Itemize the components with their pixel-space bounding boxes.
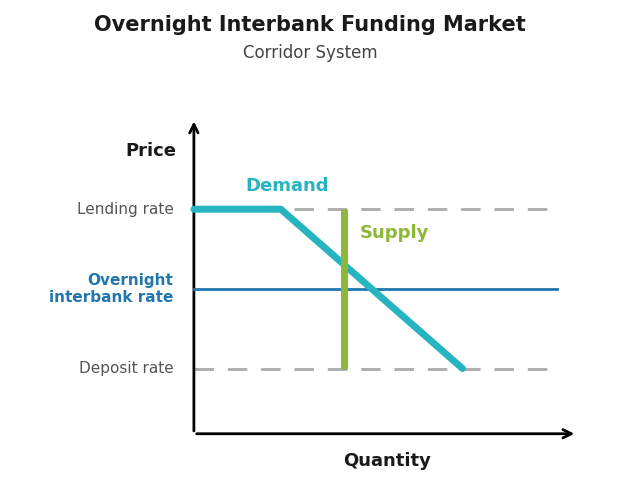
Text: Demand: Demand <box>246 177 329 195</box>
Text: Deposit rate: Deposit rate <box>79 361 174 376</box>
Text: Overnight
interbank rate: Overnight interbank rate <box>49 273 174 305</box>
Text: Quantity: Quantity <box>343 452 432 470</box>
Text: Supply: Supply <box>360 224 429 242</box>
Text: Price: Price <box>126 142 177 160</box>
Text: Overnight Interbank Funding Market: Overnight Interbank Funding Market <box>94 15 526 35</box>
Text: Lending rate: Lending rate <box>77 202 174 217</box>
Text: Corridor System: Corridor System <box>242 44 378 62</box>
